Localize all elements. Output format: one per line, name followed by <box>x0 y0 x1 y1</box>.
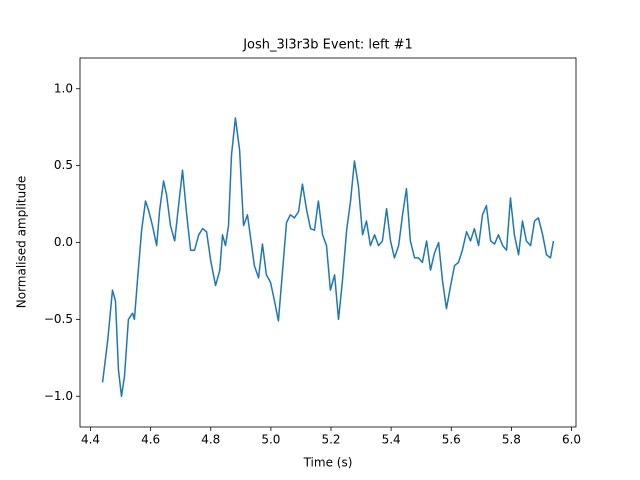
data-line <box>101 117 555 397</box>
x-tick-label: 5.2 <box>321 433 340 447</box>
y-tick-label: −0.5 <box>44 312 73 326</box>
x-axis-label: Time (s) <box>303 456 353 470</box>
y-tick-label: 0.5 <box>54 158 73 172</box>
x-tick-label: 4.8 <box>201 433 220 447</box>
x-tick-label: 6.0 <box>562 433 581 447</box>
x-tick-label: 4.4 <box>81 433 100 447</box>
y-tick-label: −1.0 <box>44 389 73 403</box>
chart-title: Josh_3l3r3b Event: left #1 <box>242 38 413 53</box>
x-tick-label: 5.4 <box>382 433 401 447</box>
y-axis-label: Normalised amplitude <box>15 176 29 308</box>
y-tick-label: 0.0 <box>54 235 73 249</box>
x-tick-label: 5.0 <box>261 433 280 447</box>
x-tick-label: 4.6 <box>141 433 160 447</box>
x-tick-label: 5.8 <box>502 433 521 447</box>
y-tick-label: 1.0 <box>54 81 73 95</box>
x-tick-label: 5.6 <box>442 433 461 447</box>
